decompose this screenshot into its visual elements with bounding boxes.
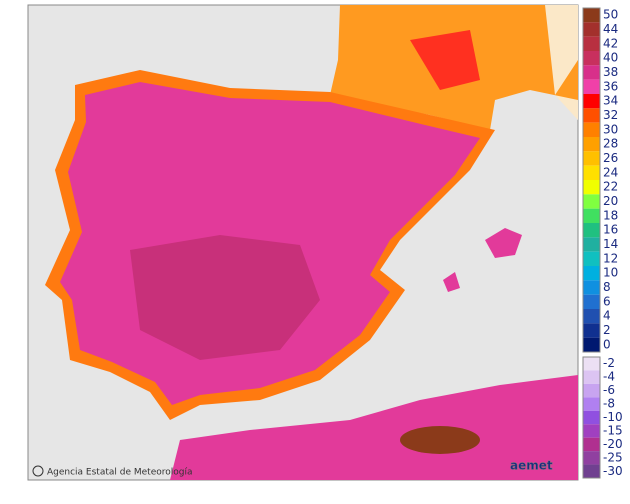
legend-swatch (583, 337, 600, 352)
legend-swatch (583, 437, 600, 452)
legend-swatch (583, 108, 600, 123)
legend-label: 30 (603, 122, 618, 136)
legend-label: 32 (603, 108, 618, 122)
legend-swatch (583, 251, 600, 266)
legend-border (582, 356, 601, 479)
legend-swatch (583, 464, 600, 478)
legend-swatch (583, 451, 600, 465)
hot-area (400, 426, 480, 454)
map (45, 5, 578, 480)
legend-label: 42 (603, 36, 618, 50)
legend-label: -8 (603, 397, 615, 411)
legend-label: -25 (603, 450, 623, 464)
legend-label: -4 (603, 370, 615, 384)
legend-border (582, 7, 601, 353)
legend-label: 36 (603, 79, 618, 93)
legend-swatch (583, 36, 600, 51)
legend-label: 22 (603, 180, 618, 194)
legend-swatch (583, 237, 600, 252)
hot-area (130, 235, 320, 360)
legend-label: 6 (603, 294, 611, 308)
legend-label: 44 (603, 22, 618, 36)
legend-label: 0 (603, 337, 611, 351)
legend-swatch (583, 8, 600, 23)
legend-label: 28 (603, 137, 618, 151)
legend: 5044424038363432302826242220181614121086… (582, 7, 623, 479)
legend-swatch (583, 22, 600, 37)
legend-label: 26 (603, 151, 618, 165)
legend-label: 34 (603, 94, 618, 108)
legend-label: 50 (603, 8, 618, 22)
legend-label: -6 (603, 383, 615, 397)
island (485, 228, 522, 258)
legend-label: 14 (603, 237, 618, 251)
legend-swatch (583, 165, 600, 180)
legend-swatch (583, 397, 600, 411)
legend-label: 38 (603, 65, 618, 79)
legend-label: 2 (603, 323, 611, 337)
legend-swatch (583, 208, 600, 223)
legend-label: 8 (603, 280, 611, 294)
legend-label: 20 (603, 194, 618, 208)
legend-swatch (583, 323, 600, 338)
legend-swatch (583, 370, 600, 384)
hot-area (410, 30, 480, 90)
legend-label: -30 (603, 464, 623, 478)
legend-label: 10 (603, 266, 618, 280)
legend-label: -20 (603, 437, 623, 451)
legend-label: 24 (603, 165, 618, 179)
legend-label: 40 (603, 51, 618, 65)
legend-label: 18 (603, 208, 618, 222)
legend-swatch (583, 79, 600, 94)
legend-swatch (583, 51, 600, 66)
legend-label: -15 (603, 423, 623, 437)
legend-swatch (583, 383, 600, 398)
legend-swatch (583, 309, 600, 324)
legend-swatch (583, 137, 600, 152)
legend-label: 4 (603, 309, 611, 323)
legend-swatch (583, 194, 600, 209)
legend-label: -10 (603, 410, 623, 424)
legend-swatch (583, 94, 600, 109)
legend-swatch (583, 122, 600, 137)
legend-swatch (583, 410, 600, 425)
legend-label: 16 (603, 223, 618, 237)
legend-swatch (583, 294, 600, 309)
island (443, 272, 460, 292)
legend-swatch (583, 180, 600, 195)
legend-swatch (583, 424, 600, 438)
legend-swatch (583, 266, 600, 281)
logo: aemet (510, 459, 553, 473)
legend-label: -2 (603, 356, 615, 370)
attribution: Agencia Estatal de Meteorología (47, 468, 193, 478)
legend-swatch (583, 151, 600, 166)
legend-label: 12 (603, 251, 618, 265)
legend-swatch (583, 223, 600, 238)
legend-swatch (583, 65, 600, 80)
legend-swatch (583, 357, 600, 371)
logo-icon (32, 465, 44, 477)
africa (170, 375, 578, 480)
legend-swatch (583, 280, 600, 295)
